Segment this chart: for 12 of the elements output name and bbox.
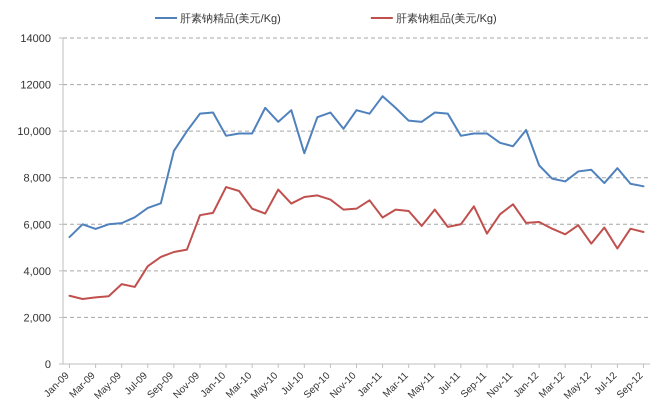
y-tick-label: 14000 (20, 33, 51, 45)
y-tick-label: 6,000 (23, 219, 51, 232)
line-series (68, 186, 644, 300)
y-tick-label: 0 (44, 359, 51, 371)
y-tick-label: 12000 (20, 80, 51, 92)
y-tick-label: 4,000 (23, 266, 51, 278)
line-series (68, 95, 644, 238)
y-tick-label: 10,000 (17, 126, 51, 138)
legend-label: 肝素钠粗品(美元/Kg) (396, 12, 497, 25)
y-tick-label: 8,000 (23, 172, 51, 185)
y-tick-label: 2,000 (23, 312, 51, 324)
legend-label: 肝素钠精品(美元/Kg) (180, 12, 281, 25)
